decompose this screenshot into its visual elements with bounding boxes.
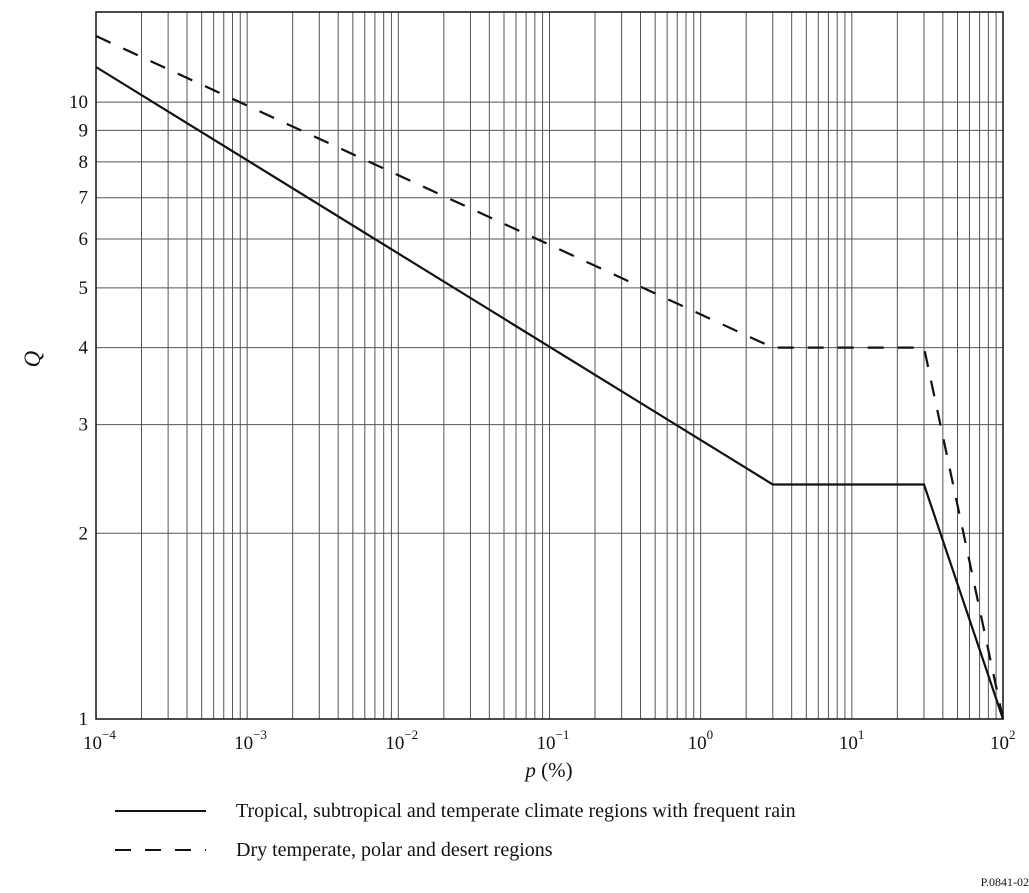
plot-frame bbox=[95, 11, 1004, 720]
y-tick-label: 8 bbox=[79, 152, 89, 173]
x-axis-label: p (%) bbox=[523, 758, 572, 782]
legend-label-dashed: Dry temperate, polar and desert regions bbox=[236, 839, 553, 861]
x-tick-label: 10−3 bbox=[234, 727, 267, 754]
series-line-dashed bbox=[95, 35, 1005, 720]
x-tick-label: 10−4 bbox=[83, 727, 116, 754]
grid-lines bbox=[96, 12, 1003, 719]
series-lines bbox=[95, 35, 1005, 720]
y-tick-label: 5 bbox=[79, 278, 89, 299]
x-tick-label: 102 bbox=[990, 727, 1016, 754]
x-tick-label: 100 bbox=[688, 727, 714, 754]
y-tick-label: 7 bbox=[79, 188, 89, 209]
figure-id: P.0841-02 bbox=[981, 875, 1029, 889]
x-axis-label-variable: p bbox=[523, 758, 536, 782]
y-tick-label: 1 bbox=[79, 709, 89, 730]
x-tick-label: 101 bbox=[839, 727, 865, 754]
y-tick-label: 2 bbox=[79, 523, 89, 544]
y-tick-label: 4 bbox=[79, 338, 89, 359]
y-tick-label: 3 bbox=[79, 415, 89, 436]
series-line-solid bbox=[95, 66, 1005, 720]
legend-label-solid: Tropical, subtropical and temperate clim… bbox=[236, 800, 796, 822]
y-tick-labels: 1 2 3 4 5 6 7 8 9 10 bbox=[69, 92, 89, 730]
x-axis-label-unit: (%) bbox=[536, 758, 573, 782]
y-tick-label: 10 bbox=[69, 92, 88, 113]
x-tick-labels: 10−4 10−3 10−2 10−1 100 101 102 bbox=[83, 727, 1016, 754]
y-tick-label: 9 bbox=[79, 120, 89, 141]
x-tick-label: 10−1 bbox=[537, 727, 570, 754]
y-axis-label: Q bbox=[20, 350, 45, 367]
x-tick-label: 10−2 bbox=[385, 727, 418, 754]
legend: Tropical, subtropical and temperate clim… bbox=[115, 800, 796, 861]
y-tick-label: 6 bbox=[79, 229, 89, 250]
